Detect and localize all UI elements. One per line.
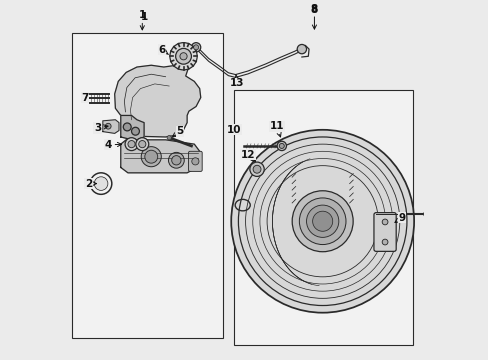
Circle shape bbox=[382, 239, 387, 245]
Circle shape bbox=[171, 156, 181, 165]
Circle shape bbox=[306, 205, 338, 237]
Circle shape bbox=[423, 211, 428, 217]
Polygon shape bbox=[121, 116, 144, 140]
Circle shape bbox=[131, 127, 139, 135]
Bar bbox=[72, 33, 223, 338]
Text: 7: 7 bbox=[81, 93, 89, 103]
Text: 12: 12 bbox=[241, 150, 255, 161]
Circle shape bbox=[231, 130, 413, 313]
Circle shape bbox=[299, 198, 346, 244]
Text: 13: 13 bbox=[230, 75, 244, 88]
Circle shape bbox=[94, 177, 108, 190]
Circle shape bbox=[128, 140, 135, 148]
Circle shape bbox=[277, 141, 286, 150]
Circle shape bbox=[191, 42, 201, 52]
Circle shape bbox=[191, 158, 199, 165]
Text: 10: 10 bbox=[226, 125, 241, 135]
Polygon shape bbox=[121, 140, 201, 173]
Circle shape bbox=[125, 138, 138, 150]
FancyBboxPatch shape bbox=[188, 151, 202, 171]
Polygon shape bbox=[102, 120, 119, 134]
Circle shape bbox=[292, 191, 352, 252]
Circle shape bbox=[123, 123, 131, 131]
Bar bbox=[233, 90, 412, 345]
Circle shape bbox=[382, 219, 387, 225]
Circle shape bbox=[297, 44, 306, 54]
Text: 8: 8 bbox=[310, 5, 317, 15]
Circle shape bbox=[180, 53, 187, 60]
Circle shape bbox=[169, 42, 197, 70]
Circle shape bbox=[168, 152, 184, 168]
Circle shape bbox=[253, 165, 261, 173]
Circle shape bbox=[136, 138, 148, 150]
Text: 1: 1 bbox=[140, 12, 147, 22]
Circle shape bbox=[175, 48, 191, 64]
Polygon shape bbox=[115, 62, 201, 137]
Text: 6: 6 bbox=[158, 45, 168, 55]
Text: 1: 1 bbox=[139, 10, 145, 30]
Text: 3: 3 bbox=[94, 123, 108, 133]
Text: 11: 11 bbox=[269, 121, 284, 137]
Circle shape bbox=[167, 135, 171, 140]
Text: 5: 5 bbox=[172, 126, 183, 137]
Text: 9: 9 bbox=[394, 213, 405, 222]
Text: 2: 2 bbox=[85, 179, 96, 189]
Circle shape bbox=[105, 123, 111, 129]
Circle shape bbox=[139, 140, 145, 148]
FancyBboxPatch shape bbox=[373, 213, 395, 251]
Circle shape bbox=[144, 150, 158, 163]
Text: 4: 4 bbox=[104, 140, 122, 150]
Circle shape bbox=[279, 143, 284, 148]
Text: 8: 8 bbox=[310, 4, 317, 29]
Circle shape bbox=[193, 45, 198, 50]
Circle shape bbox=[141, 147, 161, 167]
Circle shape bbox=[312, 211, 332, 231]
Circle shape bbox=[249, 162, 264, 176]
